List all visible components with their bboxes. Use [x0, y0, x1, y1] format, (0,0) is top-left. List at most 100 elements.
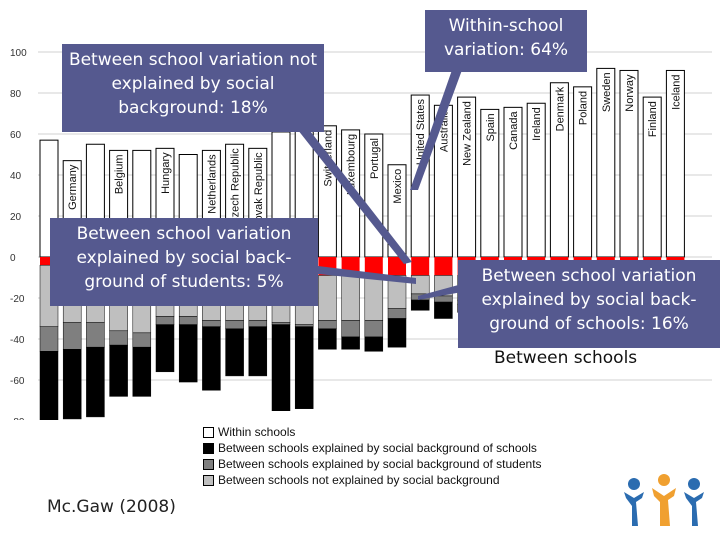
- callout-arrows: [290, 70, 462, 300]
- legend-label: Between schools not explained by social …: [218, 473, 500, 487]
- bar-students: [434, 295, 453, 303]
- category-label: Sweden: [601, 72, 613, 112]
- y-tick-label: -20: [10, 294, 25, 305]
- bar-schools: [132, 346, 152, 397]
- legend-swatch: [203, 442, 214, 454]
- category-label: Iceland: [670, 74, 682, 109]
- bar-schools: [109, 344, 128, 397]
- arrow-within: [410, 70, 462, 190]
- bar-schools: [39, 351, 59, 420]
- bar-students: [271, 322, 291, 325]
- bar-students: [225, 320, 244, 329]
- bar-students: [318, 320, 337, 329]
- bar-students: [109, 330, 128, 346]
- bar-not-explained: [364, 275, 384, 321]
- legend-label: Between schools explained by social back…: [218, 457, 542, 471]
- bar-schools: [318, 328, 337, 350]
- category-label: Slovak Republic: [253, 152, 265, 231]
- legend-item: Within schools: [203, 424, 542, 440]
- bar-students: [132, 332, 152, 348]
- legend-swatch: [203, 474, 214, 486]
- category-label: Luxembourg: [346, 134, 358, 195]
- bar-schools: [410, 299, 430, 311]
- bar-students: [387, 308, 407, 319]
- category-label: Spain: [485, 113, 497, 141]
- bar-schools: [364, 336, 384, 352]
- y-tick-label: 0: [10, 253, 16, 264]
- arrow-students: [318, 266, 416, 284]
- legend: Within schools Between schools explained…: [203, 424, 542, 488]
- legend-item: Between schools not explained by social …: [203, 472, 542, 488]
- bar-students: [86, 322, 105, 348]
- legend-label: Between schools explained by social back…: [218, 441, 537, 455]
- bar-students: [202, 320, 221, 327]
- category-label: Hungary: [160, 152, 172, 194]
- bar-highlight: [411, 257, 430, 276]
- y-tick-label: 100: [10, 48, 27, 59]
- bar-not-explained: [341, 275, 360, 321]
- bar-schools: [248, 326, 268, 377]
- bar-schools: [225, 328, 244, 377]
- bar-schools: [271, 324, 291, 411]
- legend-item: Between schools explained by social back…: [203, 456, 542, 472]
- category-label: Netherlands: [206, 154, 218, 214]
- y-tick-label: -40: [10, 335, 25, 346]
- category-label: Norway: [624, 74, 636, 112]
- callout-between-students: Between school variation explained by so…: [50, 218, 318, 306]
- bar-schools: [155, 324, 175, 373]
- bar-highlight: [364, 257, 383, 276]
- callout-between-schools-label: Between schools: [494, 348, 638, 368]
- bar-schools: [341, 336, 360, 350]
- y-tick-label: 20: [10, 212, 22, 223]
- bar-students: [178, 316, 198, 325]
- y-tick-label: 80: [10, 89, 22, 100]
- bar-students: [248, 320, 268, 327]
- y-tick-label: -80: [10, 417, 25, 420]
- category-label: Denmark: [554, 86, 566, 131]
- bar-schools: [434, 301, 453, 319]
- category-label: Mexico: [392, 169, 404, 204]
- category-label: Finland: [647, 101, 659, 137]
- arrow-schools: [418, 284, 462, 300]
- category-label: Belgium: [114, 154, 126, 194]
- bar-schools: [294, 326, 314, 409]
- category-label: Poland: [578, 91, 590, 125]
- arrow-not-explained: [290, 118, 412, 264]
- legend-swatch: [203, 426, 214, 438]
- category-label: Czech Republic: [230, 148, 242, 226]
- bar-schools: [387, 318, 407, 348]
- bar-schools: [62, 349, 82, 420]
- bar-students: [62, 322, 82, 350]
- people-group-icon: [624, 474, 704, 526]
- legend-label: Within schools: [218, 425, 296, 439]
- callout-between-schools: Between school variation explained by so…: [458, 260, 720, 348]
- category-label: United States: [415, 99, 427, 166]
- bar-highlight: [388, 257, 406, 276]
- bar-schools: [86, 346, 105, 418]
- bar-highlight: [40, 257, 58, 266]
- bar-students: [341, 320, 360, 338]
- bar-not-explained: [318, 275, 337, 321]
- category-label: New Zealand: [462, 101, 474, 166]
- callout-within: Within-school variation: 64%: [425, 10, 587, 72]
- y-tick-label: -60: [10, 376, 25, 387]
- y-tick-label: 40: [10, 171, 22, 182]
- category-label: Ireland: [531, 107, 543, 141]
- category-labels: Germany Belgium Hungary Netherlands Czech Re…: [67, 72, 682, 231]
- tick-labels: 100 80 60 40 20 0 -20 -40 -60 -80: [10, 48, 27, 420]
- bar-schools: [202, 326, 221, 391]
- category-label: Canada: [508, 110, 520, 149]
- bar-students: [294, 324, 314, 327]
- bar-schools: [178, 324, 198, 383]
- callout-between-not-explained: Between school variation not explained b…: [62, 44, 324, 132]
- bar-students: [155, 316, 175, 325]
- bar-highlight: [434, 257, 453, 276]
- bar-students: [39, 326, 59, 352]
- category-label: Germany: [67, 164, 79, 210]
- source-citation: Mc.Gaw (2008): [47, 497, 176, 517]
- category-label: Portugal: [369, 138, 381, 179]
- bar-students: [364, 320, 384, 338]
- y-tick-label: 60: [10, 130, 22, 141]
- legend-swatch: [203, 458, 214, 470]
- legend-item: Between schools explained by social back…: [203, 440, 542, 456]
